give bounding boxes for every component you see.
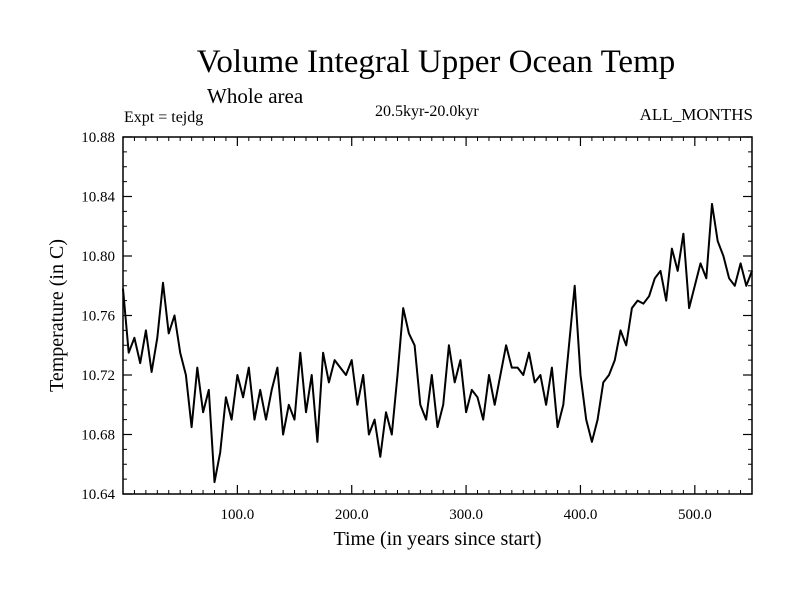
x-tick-label: 500.0 (678, 507, 712, 523)
y-tick-label: 10.68 (81, 428, 115, 444)
y-tick-label: 10.88 (81, 130, 115, 146)
axis-ticks (123, 136, 752, 495)
series-line-tejdg (122, 202, 753, 484)
months-label: ALL_MONTHS (639, 105, 753, 124)
y-tick-label: 10.84 (81, 190, 115, 206)
x-tick-label: 400.0 (564, 507, 598, 523)
x-tick-label: 200.0 (335, 507, 369, 523)
chart-title: Volume Integral Upper Ocean Temp (196, 44, 676, 80)
chart-subtitle: Whole area (207, 84, 304, 108)
x-tick-label: 300.0 (449, 507, 483, 523)
x-tick-label: 100.0 (220, 507, 254, 523)
y-tick-label: 10.76 (81, 309, 115, 325)
y-axis-label: Temperature (in C) (46, 239, 68, 392)
y-tick-label: 10.64 (81, 487, 115, 503)
y-tick-label: 10.72 (81, 368, 115, 384)
period-label: 20.5kyr-20.0kyr (375, 103, 479, 120)
x-axis-label: Time (in years since start) (333, 528, 541, 550)
tick-labels: 100.0 200.0 300.0 400.0 500.0 10.64 10.68 10.72… (81, 130, 711, 523)
y-tick-label: 10.80 (81, 249, 115, 265)
plot-frame (122, 136, 753, 495)
experiment-label: Expt = tejdg (124, 109, 204, 126)
